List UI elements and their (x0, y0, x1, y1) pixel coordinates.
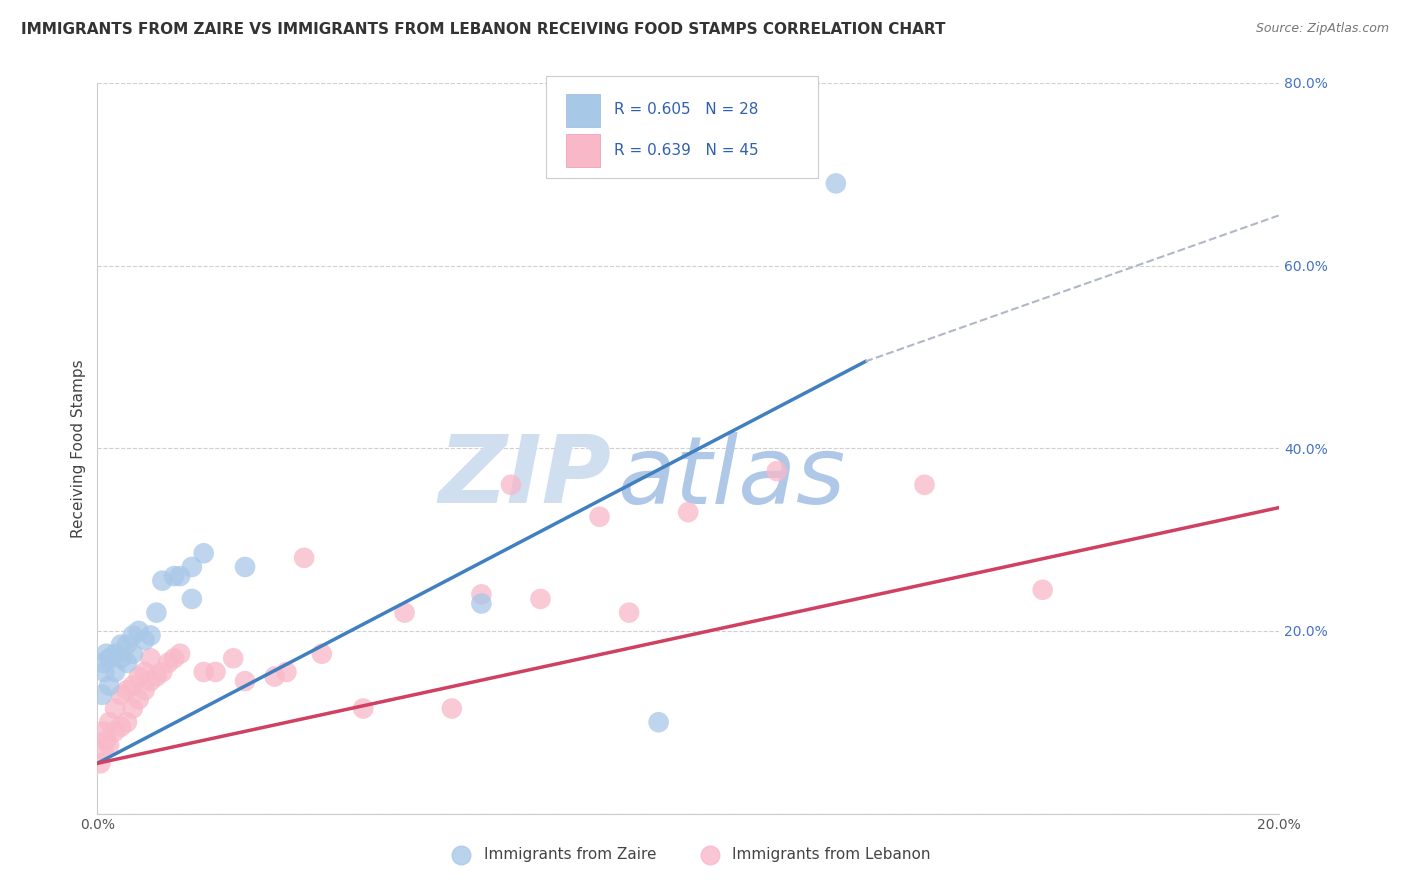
Point (110, 688, 132, 702)
Point (617, 606, 640, 620)
Point (311, 647, 333, 661)
Point (470, 597, 492, 611)
Point (110, 720, 132, 734)
Point (110, 638, 132, 652)
Point (91, 688, 114, 702)
Point (150, 574, 173, 588)
Point (91, 742, 114, 756)
Point (128, 669, 150, 683)
Point (204, 665, 226, 679)
Point (163, 651, 186, 665)
Point (93, 665, 115, 679)
Point (128, 624, 150, 638)
Point (98, 738, 121, 752)
Text: atlas: atlas (617, 432, 845, 523)
Point (1032, 582, 1054, 597)
Point (157, 656, 180, 670)
Point (233, 560, 256, 574)
Point (233, 674, 256, 689)
Text: Source: ZipAtlas.com: Source: ZipAtlas.com (1256, 22, 1389, 36)
Point (529, 591, 551, 606)
Point (121, 628, 143, 642)
Point (292, 550, 315, 565)
Point (499, 477, 522, 491)
Point (676, 505, 699, 519)
Point (115, 638, 138, 652)
Point (128, 692, 150, 706)
Point (115, 715, 138, 730)
Point (134, 633, 156, 648)
Point (588, 509, 610, 524)
Point (169, 647, 191, 661)
Point (139, 674, 162, 689)
Point (180, 591, 202, 606)
Point (394, 606, 416, 620)
Point (104, 647, 127, 661)
Point (180, 560, 202, 574)
Point (134, 683, 156, 698)
Point (121, 679, 143, 693)
Point (98, 679, 121, 693)
Point (89, 756, 111, 771)
Point (98, 651, 121, 665)
Point (163, 569, 186, 583)
Point (193, 665, 215, 679)
Y-axis label: Receiving Food Stamps: Receiving Food Stamps (72, 359, 86, 538)
Point (276, 665, 298, 679)
Point (91, 724, 114, 739)
Text: IMMIGRANTS FROM ZAIRE VS IMMIGRANTS FROM LEBANON RECEIVING FOOD STAMPS CORRELATI: IMMIGRANTS FROM ZAIRE VS IMMIGRANTS FROM… (21, 22, 946, 37)
Point (139, 628, 162, 642)
Text: ZIP: ZIP (439, 432, 612, 524)
Point (115, 656, 138, 670)
Point (145, 669, 167, 683)
Point (352, 701, 374, 715)
Point (825, 177, 848, 191)
Point (139, 651, 162, 665)
Point (765, 464, 787, 478)
Point (470, 587, 492, 601)
Point (193, 546, 215, 560)
Point (150, 665, 173, 679)
Point (647, 715, 669, 730)
Point (98, 715, 121, 730)
Point (110, 651, 132, 665)
Legend: Immigrants from Zaire, Immigrants from Lebanon: Immigrants from Zaire, Immigrants from L… (439, 841, 936, 868)
FancyBboxPatch shape (547, 76, 818, 178)
Point (440, 701, 463, 715)
FancyBboxPatch shape (567, 94, 599, 127)
Point (121, 701, 143, 715)
FancyBboxPatch shape (567, 134, 599, 167)
Point (91, 656, 114, 670)
Text: R = 0.639   N = 45: R = 0.639 N = 45 (614, 143, 758, 158)
Point (115, 683, 138, 698)
Point (104, 724, 127, 739)
Point (96, 733, 118, 747)
Point (222, 651, 245, 665)
Point (134, 665, 156, 679)
Point (263, 669, 285, 683)
Point (96, 647, 118, 661)
Point (104, 701, 127, 715)
Point (121, 647, 143, 661)
Point (145, 606, 167, 620)
Point (914, 477, 936, 491)
Point (169, 569, 191, 583)
Text: R = 0.605   N = 28: R = 0.605 N = 28 (614, 103, 758, 118)
Point (104, 665, 127, 679)
